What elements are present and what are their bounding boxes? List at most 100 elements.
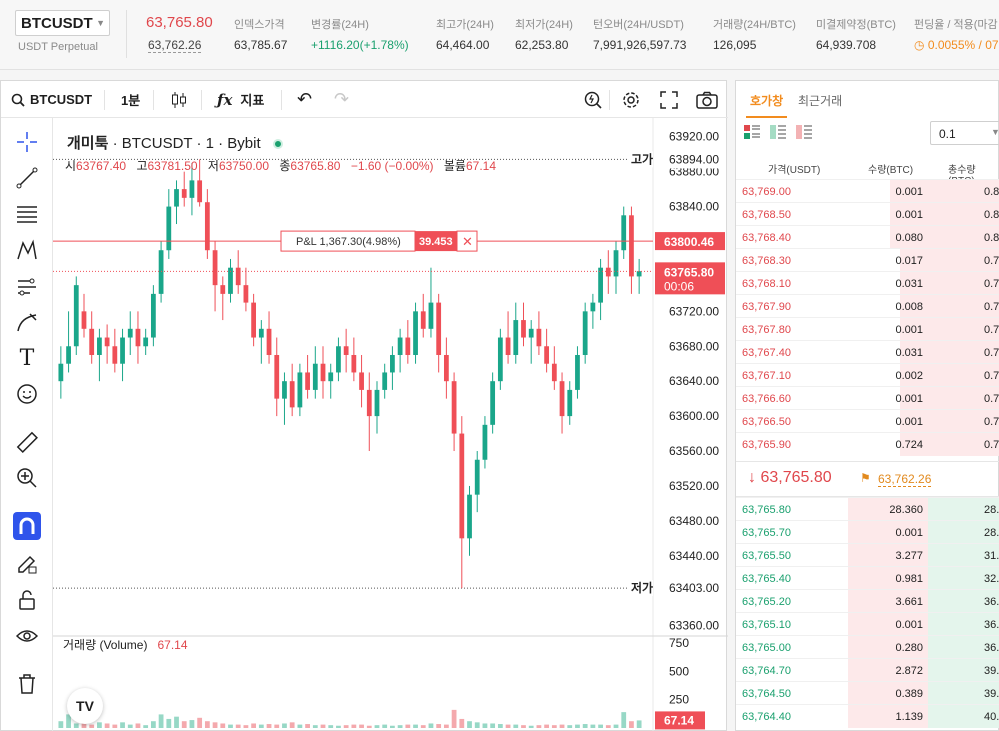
volume-bar <box>413 724 418 728</box>
ask-row[interactable]: 63,769.00 0.001 0.8 <box>736 179 999 203</box>
symbol-selector[interactable]: BTCUSDT ▼ <box>15 10 110 36</box>
ask-row[interactable]: 63,766.60 0.001 0.7 <box>736 386 999 410</box>
volume-bar <box>197 717 203 728</box>
settings-button[interactable] <box>621 81 641 118</box>
ask-row[interactable]: 63,767.40 0.031 0.7 <box>736 340 999 364</box>
chart-type-button[interactable] <box>171 81 187 118</box>
prediction-tool[interactable] <box>13 272 41 300</box>
bid-row[interactable]: 63,764.70 2.872 39.4 <box>736 658 999 682</box>
plot-area[interactable]: 63920.0063880.0063840.0063800.0063760.00… <box>53 118 728 731</box>
volume-bar <box>204 721 210 728</box>
bid-row[interactable]: 63,765.10 0.001 36.2 <box>736 612 999 636</box>
depth-bar <box>900 272 999 295</box>
trendline-tool[interactable] <box>13 164 41 192</box>
book-both-icon[interactable] <box>744 125 760 139</box>
chevron-down-icon: ▼ <box>991 127 999 137</box>
precision-select[interactable]: 0.1 ▼ <box>930 121 999 145</box>
volume-bar <box>112 724 118 728</box>
visibility-tool[interactable] <box>13 622 41 650</box>
zoom-tool[interactable] <box>13 464 41 492</box>
open-label: 시 <box>65 159 77 173</box>
lock-drawing-tool[interactable] <box>13 550 41 578</box>
book-bids-icon[interactable] <box>770 125 786 139</box>
ask-row[interactable]: 63,767.80 0.001 0.7 <box>736 317 999 341</box>
ask-row[interactable]: 63,768.10 0.031 0.7 <box>736 271 999 295</box>
ask-row[interactable]: 63,767.90 0.008 0.7 <box>736 294 999 318</box>
volume-title: 거래량 (Volume) <box>63 638 148 652</box>
volume-bar <box>482 723 488 728</box>
fullscreen-button[interactable] <box>660 81 678 118</box>
tradingview-logo[interactable]: TV <box>67 688 103 724</box>
open-interest-value: 64,939.708 <box>816 38 877 52</box>
crosshair-tool[interactable] <box>13 128 41 156</box>
mark-price: 63,762.26 <box>148 38 202 53</box>
ask-price: 63,766.50 <box>742 416 791 428</box>
bid-row[interactable]: 63,765.70 0.001 28.3 <box>736 520 999 544</box>
ask-row[interactable]: 63,765.90 0.724 0.7 <box>736 432 999 456</box>
bid-row[interactable]: 63,765.20 3.661 36.2 <box>736 589 999 613</box>
orderbook-tabs: 호가창 최근거래 <box>736 81 999 119</box>
pattern-tool[interactable] <box>13 236 41 264</box>
brush-tool[interactable] <box>13 308 41 336</box>
ask-row[interactable]: 63,767.10 0.002 0.7 <box>736 363 999 387</box>
divider <box>281 90 282 110</box>
bid-row[interactable]: 63,765.40 0.981 32.6 <box>736 566 999 590</box>
ask-row[interactable]: 63,768.50 0.001 0.8 <box>736 202 999 226</box>
low-label: 저 <box>207 159 219 173</box>
candle-body <box>58 363 64 382</box>
indicators-button[interactable]: ƒx 지표 <box>217 81 264 118</box>
qty-bar <box>848 682 928 705</box>
candle-body <box>598 267 603 303</box>
candle-body <box>73 285 79 347</box>
candle-body <box>158 250 164 294</box>
tab-orderbook[interactable]: 호가창 <box>745 94 788 118</box>
ask-qty: 0.002 <box>895 370 923 382</box>
volume-tick-label: 500 <box>669 664 689 678</box>
price-tick-label: 63560.00 <box>669 444 719 458</box>
candlestick-chart[interactable]: 63920.0063880.0063840.0063800.0063760.00… <box>53 118 728 731</box>
volume-bar <box>135 723 141 728</box>
lock-tool[interactable] <box>13 586 41 614</box>
index-price-value: 63,785.67 <box>234 38 288 52</box>
interval-button[interactable]: 1분 <box>121 93 141 108</box>
redo-icon: ↷ <box>334 89 350 109</box>
bid-row[interactable]: 63,765.00 0.280 36.5 <box>736 635 999 659</box>
volume-bar <box>443 724 449 728</box>
candle-body <box>405 337 411 355</box>
ask-row[interactable]: 63,768.30 0.017 0.7 <box>736 248 999 272</box>
bid-row[interactable]: 63,764.50 0.389 39.8 <box>736 681 999 705</box>
volume-bar <box>289 722 295 728</box>
bid-row[interactable]: 63,765.80 28.360 28.3 <box>736 497 999 521</box>
volume-bar <box>551 725 557 728</box>
index-price-label: 인덱스가격 <box>234 19 285 31</box>
undo-button[interactable]: ↶ <box>297 81 312 118</box>
emoji-tool[interactable] <box>13 380 41 408</box>
candle-body <box>436 302 442 355</box>
toolbar-symbol-search[interactable]: BTCUSDT <box>11 81 92 118</box>
alert-button[interactable] <box>583 81 603 118</box>
close-value: 63765.80 <box>290 159 341 173</box>
fib-tool[interactable] <box>13 200 41 228</box>
ask-qty: 0.008 <box>895 301 923 313</box>
price-tick-label: 63840.00 <box>669 200 719 214</box>
ask-price: 63,768.10 <box>742 278 791 290</box>
ask-row[interactable]: 63,766.50 0.001 0.7 <box>736 409 999 433</box>
price-tick-label: 63440.00 <box>669 549 719 563</box>
candle-body <box>420 311 426 329</box>
delete-tool[interactable] <box>13 670 41 698</box>
bid-row[interactable]: 63,765.50 3.277 31.6 <box>736 543 999 567</box>
book-asks-icon[interactable] <box>796 125 812 139</box>
text-tool[interactable]: T <box>13 344 41 372</box>
screenshot-button[interactable] <box>696 81 718 118</box>
turnover-value: 7,991,926,597.73 <box>593 38 687 52</box>
magnet-tool[interactable] <box>13 512 41 540</box>
candle-body <box>282 381 287 399</box>
bid-row[interactable]: 63,764.40 1.139 40.9 <box>736 704 999 728</box>
tab-recent-trades[interactable]: 최근거래 <box>798 94 843 108</box>
candle-body <box>629 215 634 277</box>
ruler-tool[interactable] <box>13 428 41 456</box>
ask-row[interactable]: 63,768.40 0.080 0.8 <box>736 225 999 249</box>
indicators-label: 지표 <box>240 93 265 108</box>
redo-button[interactable]: ↷ <box>334 81 349 118</box>
volume-bar <box>266 724 272 728</box>
